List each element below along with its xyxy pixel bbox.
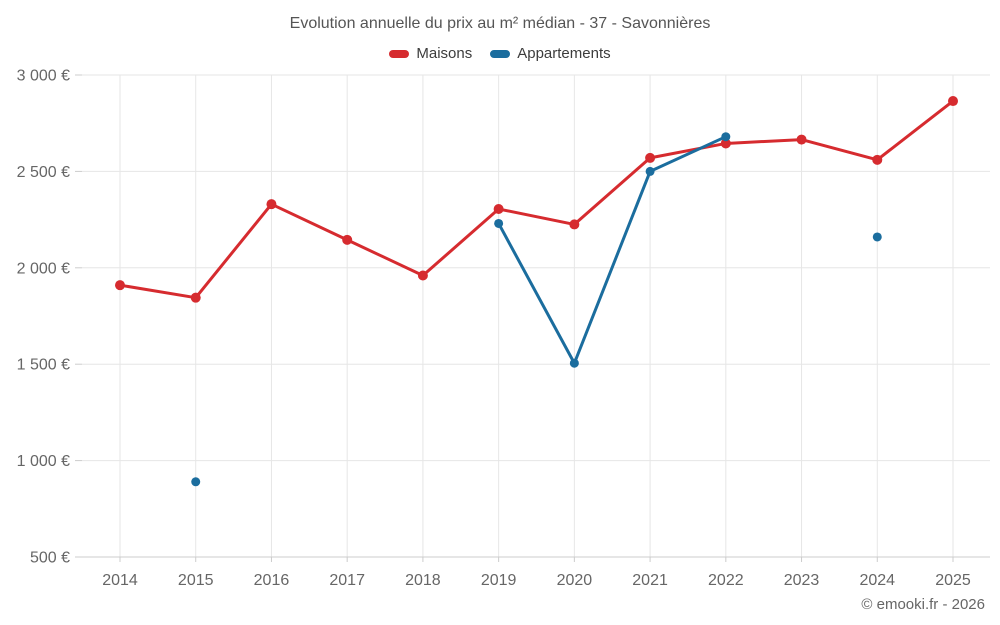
x-axis-label: 2019 <box>481 572 517 589</box>
y-axis-label: 2 000 € <box>17 260 70 277</box>
x-axis-label: 2023 <box>784 572 820 589</box>
legend-label-appartements: Appartements <box>517 45 611 62</box>
x-axis-label: 2025 <box>935 572 971 589</box>
y-axis-label: 500 € <box>30 550 70 567</box>
maisons-data-point[interactable] <box>190 292 201 303</box>
y-axis-label: 3 000 € <box>17 68 70 85</box>
appartements-series-line <box>497 135 728 365</box>
maisons-data-point[interactable] <box>342 234 353 245</box>
maisons-data-point[interactable] <box>266 199 277 210</box>
maisons-data-point[interactable] <box>569 219 580 230</box>
appartements-data-point[interactable] <box>721 132 731 142</box>
maisons-data-point[interactable] <box>796 134 807 145</box>
maisons-data-point[interactable] <box>720 138 731 149</box>
x-axis-label: 2017 <box>329 572 365 589</box>
maisons-data-point[interactable] <box>115 280 125 291</box>
y-axis-label: 1 000 € <box>17 453 70 470</box>
x-axis-label: 2015 <box>178 572 214 589</box>
maisons-series-line <box>118 99 955 300</box>
chart-title: Evolution annuelle du prix au m² médian … <box>289 15 711 32</box>
maisons-data-point[interactable] <box>948 96 958 107</box>
x-axis-label: 2016 <box>254 572 290 589</box>
appartements-data-point[interactable] <box>569 358 579 368</box>
maisons-data-point[interactable] <box>493 203 504 214</box>
maisons-data-point[interactable] <box>417 270 428 281</box>
appartements-data-point[interactable] <box>645 166 655 176</box>
x-axis-label: 2018 <box>405 572 441 589</box>
appartements-data-point[interactable] <box>191 477 201 487</box>
x-axis-label: 2022 <box>708 572 744 589</box>
x-axis-label: 2024 <box>859 572 895 589</box>
legend-item-appartements[interactable]: Appartements <box>490 45 611 62</box>
x-axis-label: 2021 <box>632 572 668 589</box>
y-axis-label: 2 500 € <box>17 164 70 181</box>
legend-swatch-maisons <box>389 49 410 58</box>
legend-label-maisons: Maisons <box>416 45 473 62</box>
legend-item-maisons[interactable]: Maisons <box>389 45 472 62</box>
copyright-text: © emooki.fr - 2026 <box>861 596 985 613</box>
appartements-data-point[interactable] <box>494 218 504 228</box>
x-axis-label: 2014 <box>102 572 138 589</box>
maisons-data-point[interactable] <box>645 152 656 163</box>
maisons-data-point[interactable] <box>872 154 883 165</box>
appartements-data-point[interactable] <box>872 232 882 242</box>
legend-swatch-appartements <box>490 49 511 58</box>
y-axis-label: 1 500 € <box>17 357 70 374</box>
x-axis-label: 2020 <box>557 572 593 589</box>
legend: Maisons Appartements <box>0 45 1000 62</box>
